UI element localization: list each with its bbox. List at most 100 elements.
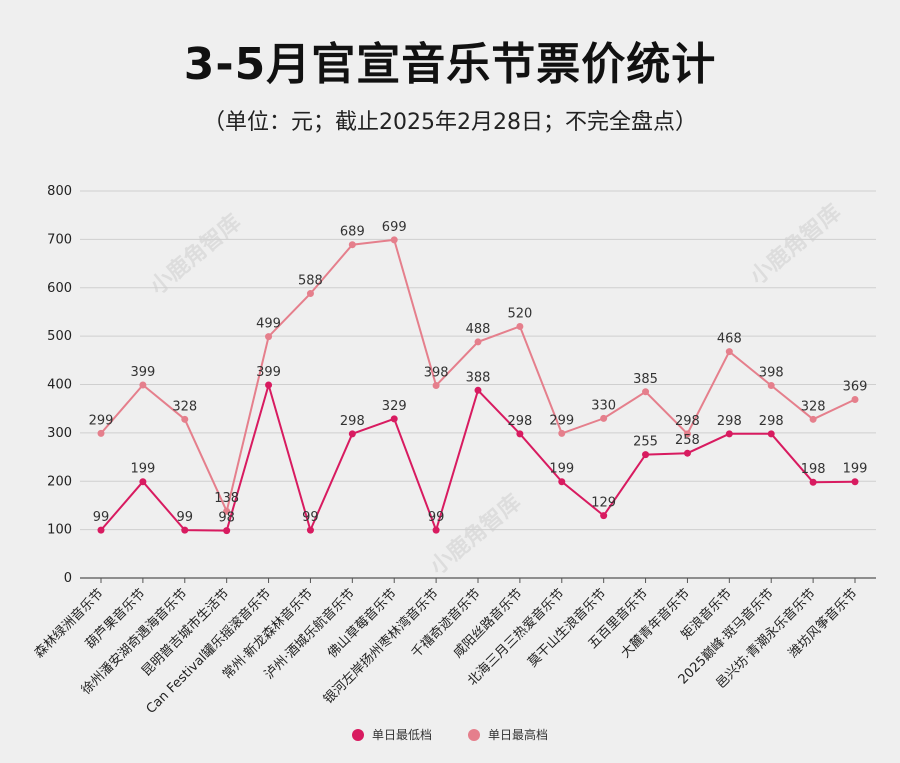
data-label-1: 499 bbox=[256, 317, 281, 332]
data-label-1: 330 bbox=[591, 398, 616, 413]
data-point-1 bbox=[474, 338, 482, 346]
data-label-1: 298 bbox=[675, 414, 700, 429]
data-label-0: 199 bbox=[130, 462, 155, 477]
legend-item-min[interactable]: 单日最低档 bbox=[351, 726, 432, 743]
legend: 单日最低档 单日最高档 bbox=[0, 726, 900, 743]
data-label-0: 199 bbox=[843, 462, 868, 477]
data-label-1: 299 bbox=[549, 413, 574, 428]
legend-min-label: 单日最低档 bbox=[371, 728, 432, 742]
y-tick-label: 600 bbox=[47, 281, 72, 296]
data-point-0 bbox=[97, 526, 105, 534]
data-label-1: 399 bbox=[130, 365, 155, 380]
data-point-0 bbox=[516, 430, 524, 438]
y-tick-label: 200 bbox=[47, 474, 72, 489]
data-point-0 bbox=[558, 478, 566, 486]
data-label-1: 398 bbox=[424, 365, 449, 380]
data-label-1: 369 bbox=[843, 379, 868, 394]
data-point-0 bbox=[474, 386, 482, 394]
data-point-1 bbox=[223, 507, 231, 515]
data-label-1: 699 bbox=[382, 220, 407, 235]
data-label-0: 258 bbox=[675, 433, 700, 448]
data-point-0 bbox=[767, 430, 775, 438]
data-point-0 bbox=[683, 449, 691, 457]
data-label-0: 298 bbox=[717, 414, 742, 429]
data-label-1: 138 bbox=[214, 491, 239, 506]
y-tick-label: 100 bbox=[47, 523, 72, 538]
data-point-1 bbox=[348, 241, 356, 249]
data-label-0: 399 bbox=[256, 365, 281, 380]
data-point-1 bbox=[683, 430, 691, 438]
data-label-0: 99 bbox=[302, 510, 319, 525]
data-label-1: 328 bbox=[801, 399, 826, 414]
watermark-2: 小鹿角智库 bbox=[745, 199, 846, 290]
data-label-1: 328 bbox=[172, 399, 197, 414]
data-point-0 bbox=[390, 415, 398, 423]
data-point-0 bbox=[306, 526, 314, 534]
data-point-1 bbox=[181, 415, 189, 423]
data-label-1: 468 bbox=[717, 332, 742, 347]
data-label-0: 298 bbox=[759, 414, 784, 429]
data-label-0: 198 bbox=[801, 462, 826, 477]
y-tick-label: 300 bbox=[47, 426, 72, 441]
legend-item-max[interactable]: 单日最高档 bbox=[468, 726, 548, 743]
data-label-1: 488 bbox=[466, 322, 491, 337]
data-point-0 bbox=[265, 381, 273, 389]
watermark-0: 小鹿角智库 bbox=[145, 209, 246, 300]
data-point-1 bbox=[809, 415, 817, 423]
data-label-0: 99 bbox=[428, 510, 445, 525]
data-point-1 bbox=[390, 236, 398, 244]
data-point-0 bbox=[851, 478, 859, 486]
y-tick-label: 500 bbox=[47, 329, 72, 344]
data-label-1: 588 bbox=[298, 274, 323, 289]
data-label-0: 129 bbox=[591, 496, 616, 511]
data-point-1 bbox=[265, 333, 273, 341]
data-point-0 bbox=[223, 527, 231, 535]
data-point-0 bbox=[181, 526, 189, 534]
data-point-1 bbox=[558, 429, 566, 437]
data-point-1 bbox=[767, 381, 775, 389]
y-tick-label: 800 bbox=[47, 184, 72, 199]
chart-title: 3-5月官宣音乐节票价统计 bbox=[183, 39, 717, 90]
data-label-0: 329 bbox=[382, 399, 407, 414]
data-point-1 bbox=[600, 414, 608, 422]
data-label-0: 298 bbox=[340, 414, 365, 429]
legend-min-swatch bbox=[351, 728, 364, 741]
data-point-1 bbox=[97, 429, 105, 437]
data-label-0: 388 bbox=[466, 370, 491, 385]
data-label-1: 385 bbox=[633, 372, 658, 387]
watermark-1: 小鹿角智库 bbox=[425, 489, 526, 580]
legend-max-label: 单日最高档 bbox=[488, 728, 549, 742]
data-point-1 bbox=[516, 322, 524, 330]
data-point-1 bbox=[642, 388, 650, 396]
data-point-1 bbox=[306, 290, 314, 298]
data-label-0: 98 bbox=[218, 511, 235, 526]
data-label-0: 199 bbox=[549, 462, 574, 477]
data-point-0 bbox=[348, 430, 356, 438]
data-point-1 bbox=[851, 395, 859, 403]
data-label-0: 99 bbox=[93, 510, 110, 525]
x-tick-label: 莫干山生浪音乐节 bbox=[525, 586, 610, 671]
data-label-0: 99 bbox=[177, 510, 194, 525]
y-tick-label: 0 bbox=[64, 571, 72, 586]
data-point-0 bbox=[809, 478, 817, 486]
data-label-1: 398 bbox=[759, 365, 784, 380]
y-tick-label: 700 bbox=[47, 232, 72, 247]
data-point-1 bbox=[139, 381, 147, 389]
data-point-0 bbox=[432, 526, 440, 534]
chart-subtitle: （单位：元；截止2025年2月28日；不完全盘点） bbox=[203, 110, 697, 135]
data-point-0 bbox=[600, 512, 608, 520]
data-label-1: 689 bbox=[340, 225, 365, 240]
series-line-0 bbox=[100, 381, 856, 534]
legend-max-swatch bbox=[468, 728, 480, 741]
y-tick-label: 400 bbox=[47, 378, 72, 393]
data-point-0 bbox=[725, 430, 733, 438]
data-point-1 bbox=[432, 381, 440, 389]
data-label-0: 255 bbox=[633, 435, 658, 450]
data-label-0: 298 bbox=[507, 414, 532, 429]
data-point-0 bbox=[642, 451, 650, 459]
data-label-1: 299 bbox=[89, 413, 114, 428]
data-label-1: 520 bbox=[507, 306, 532, 321]
data-point-1 bbox=[725, 348, 733, 356]
data-point-0 bbox=[139, 478, 147, 486]
